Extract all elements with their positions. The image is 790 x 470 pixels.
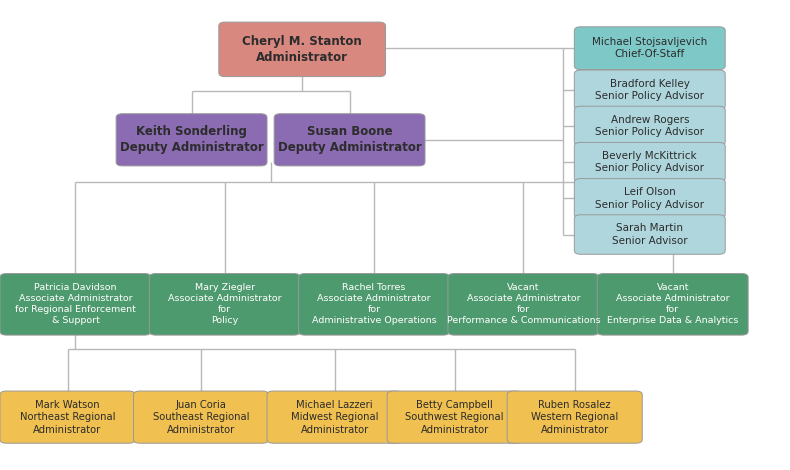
Text: Vacant
Associate Administrator
for
Performance & Communications: Vacant Associate Administrator for Perfo… — [446, 283, 600, 326]
FancyBboxPatch shape — [0, 274, 151, 335]
FancyBboxPatch shape — [116, 114, 267, 166]
FancyBboxPatch shape — [597, 274, 748, 335]
Text: Ruben Rosalez
Western Regional
Administrator: Ruben Rosalez Western Regional Administr… — [531, 400, 619, 435]
Text: Bradford Kelley
Senior Policy Advisor: Bradford Kelley Senior Policy Advisor — [596, 78, 704, 101]
Text: Rachel Torres
Associate Administrator
for
Administrative Operations: Rachel Torres Associate Administrator fo… — [312, 283, 436, 326]
FancyBboxPatch shape — [267, 391, 402, 443]
Text: Keith Sonderling
Deputy Administrator: Keith Sonderling Deputy Administrator — [120, 125, 263, 154]
Text: Leif Olson
Senior Policy Advisor: Leif Olson Senior Policy Advisor — [596, 187, 704, 210]
FancyBboxPatch shape — [574, 142, 725, 182]
FancyBboxPatch shape — [274, 114, 425, 166]
FancyBboxPatch shape — [448, 274, 599, 335]
FancyBboxPatch shape — [574, 215, 725, 254]
FancyBboxPatch shape — [149, 274, 300, 335]
Text: Mark Watson
Northeast Regional
Administrator: Mark Watson Northeast Regional Administr… — [20, 400, 115, 435]
FancyBboxPatch shape — [574, 70, 725, 110]
FancyBboxPatch shape — [219, 22, 386, 77]
Text: Patricia Davidson
Associate Administrator
for Regional Enforcement
& Support: Patricia Davidson Associate Administrato… — [15, 283, 136, 326]
Text: Mary Ziegler
Associate Administrator
for
Policy: Mary Ziegler Associate Administrator for… — [168, 283, 281, 326]
Text: Sarah Martin
Senior Advisor: Sarah Martin Senior Advisor — [612, 223, 687, 246]
FancyBboxPatch shape — [0, 391, 135, 443]
FancyBboxPatch shape — [299, 274, 450, 335]
Text: Andrew Rogers
Senior Policy Advisor: Andrew Rogers Senior Policy Advisor — [596, 115, 704, 137]
Text: Susan Boone
Deputy Administrator: Susan Boone Deputy Administrator — [278, 125, 421, 154]
FancyBboxPatch shape — [574, 179, 725, 218]
Text: Cheryl M. Stanton
Administrator: Cheryl M. Stanton Administrator — [243, 35, 362, 64]
Text: Vacant
Associate Administrator
for
Enterprise Data & Analytics: Vacant Associate Administrator for Enter… — [607, 283, 739, 326]
Text: Michael Stojsavljevich
Chief-Of-Staff: Michael Stojsavljevich Chief-Of-Staff — [592, 37, 707, 59]
FancyBboxPatch shape — [387, 391, 522, 443]
FancyBboxPatch shape — [574, 106, 725, 146]
Text: Juan Coria
Southeast Regional
Administrator: Juan Coria Southeast Regional Administra… — [152, 400, 250, 435]
Text: Beverly McKittrick
Senior Policy Advisor: Beverly McKittrick Senior Policy Advisor — [596, 151, 704, 173]
FancyBboxPatch shape — [507, 391, 642, 443]
FancyBboxPatch shape — [574, 27, 725, 70]
Text: Betty Campbell
Southwest Regional
Administrator: Betty Campbell Southwest Regional Admini… — [405, 400, 504, 435]
FancyBboxPatch shape — [134, 391, 269, 443]
Text: Michael Lazzeri
Midwest Regional
Administrator: Michael Lazzeri Midwest Regional Adminis… — [291, 400, 378, 435]
